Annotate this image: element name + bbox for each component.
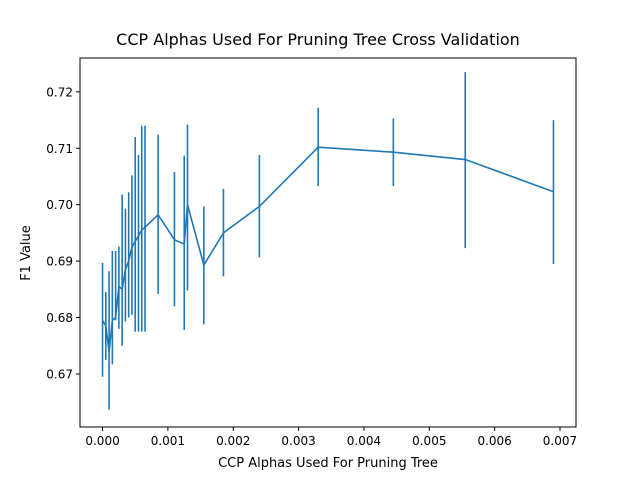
plot-frame	[79, 57, 577, 428]
y-axis-label: F1 Value	[19, 225, 34, 281]
x-axis: 0.000 0.001 0.002 0.003 0.004 0.005 0.006 0.007	[85, 427, 577, 448]
y-tick-label: 0.69	[46, 255, 73, 269]
x-tick-label: 0.003	[281, 434, 315, 448]
x-tick-label: 0.004	[347, 434, 381, 448]
y-tick-label: 0.68	[46, 311, 73, 325]
x-tick-label: 0.005	[412, 434, 446, 448]
y-axis: 0.67 0.68 0.69 0.70 0.71 0.72	[46, 85, 80, 381]
series-layer	[101, 72, 555, 410]
y-tick-label: 0.72	[46, 85, 73, 99]
x-tick-label: 0.006	[477, 434, 511, 448]
x-tick-label: 0.002	[216, 434, 250, 448]
x-tick-label: 0.007	[543, 434, 577, 448]
x-tick-label: 0.001	[151, 434, 185, 448]
x-tick-label: 0.000	[85, 434, 119, 448]
y-tick-label: 0.71	[46, 142, 73, 156]
y-tick-label: 0.67	[46, 367, 73, 381]
chart-title: CCP Alphas Used For Pruning Tree Cross V…	[116, 30, 520, 49]
x-axis-label: CCP Alphas Used For Pruning Tree	[218, 456, 438, 471]
y-tick-label: 0.70	[46, 198, 73, 212]
